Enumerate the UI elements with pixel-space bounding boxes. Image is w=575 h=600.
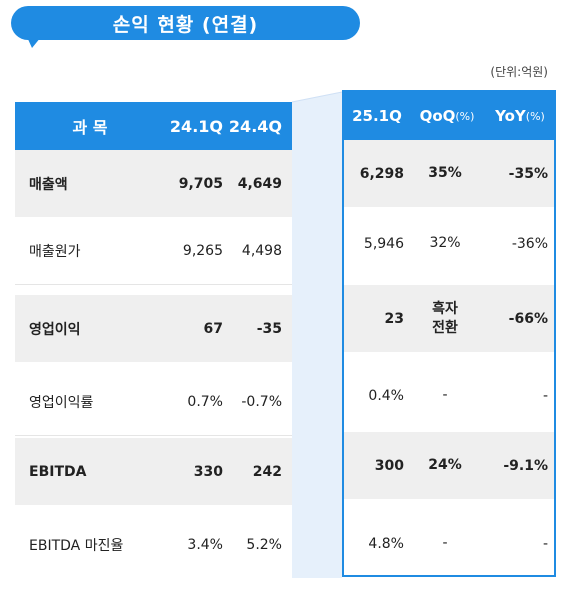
row-qoq: 24% bbox=[428, 457, 462, 473]
header-24-1q: 24.1Q bbox=[169, 116, 223, 136]
row-25-1q: 300 bbox=[374, 457, 404, 474]
row-yoy: -35% bbox=[508, 165, 548, 182]
header-qoq-unit: (%) bbox=[455, 109, 475, 123]
row-24-4q: 242 bbox=[252, 463, 282, 480]
row-qoq: 35% bbox=[428, 165, 462, 181]
table-row: 매출원가 9,265 4,498 bbox=[15, 217, 292, 285]
table-row: 매출액 9,705 4,649 bbox=[15, 150, 292, 217]
right-table: 25.1Q QoQ (%) YoY (%) 6,298 35% -35% 5,946… bbox=[342, 90, 556, 577]
header-qoq: QoQ (%) bbox=[410, 92, 484, 140]
right-table-header: 25.1Q QoQ (%) YoY (%) bbox=[344, 92, 554, 140]
title-bubble-tail bbox=[27, 37, 41, 48]
row-25-1q: 6,298 bbox=[359, 165, 404, 182]
row-qoq: 32% bbox=[429, 235, 461, 251]
table-row: EBITDA 마진율 3.4% 5.2% bbox=[15, 511, 292, 578]
page-title-text: 손익 현황 (연결) bbox=[112, 13, 259, 36]
row-yoy: -36% bbox=[511, 235, 548, 252]
row-yoy: - bbox=[542, 387, 548, 404]
row-24-1q: 9,265 bbox=[182, 242, 223, 259]
connector-shade bbox=[292, 92, 342, 578]
header-qoq-label: QoQ bbox=[419, 107, 456, 125]
table-row: 5,946 32% -36% bbox=[344, 210, 554, 277]
row-subject: EBITDA 마진율 bbox=[29, 537, 124, 554]
row-24-4q: 4,649 bbox=[237, 175, 282, 192]
row-24-1q: 0.7% bbox=[187, 393, 223, 410]
row-24-4q: -35 bbox=[256, 320, 282, 337]
row-25-1q: 0.4% bbox=[368, 387, 404, 404]
row-qoq: - bbox=[442, 387, 448, 403]
row-subject: 영업이익 bbox=[29, 321, 81, 338]
connector-line-top bbox=[291, 91, 343, 103]
row-qoq-line1: 흑자 bbox=[432, 300, 458, 317]
left-table-header: 과 목 24.1Q 24.4Q bbox=[15, 102, 292, 150]
row-yoy: -66% bbox=[508, 310, 548, 327]
row-subject: 매출원가 bbox=[29, 243, 81, 260]
row-subject: 영업이익률 bbox=[29, 394, 94, 411]
header-yoy-unit: (%) bbox=[525, 109, 545, 123]
row-24-4q: 4,498 bbox=[241, 242, 282, 259]
row-24-1q: 67 bbox=[203, 320, 223, 337]
header-24-4q: 24.4Q bbox=[228, 116, 282, 136]
unit-label: (단위:억원) bbox=[490, 65, 548, 79]
row-qoq-line2: 전환 bbox=[432, 319, 458, 336]
row-yoy: - bbox=[542, 535, 548, 552]
table-row: 영업이익률 0.7% -0.7% bbox=[15, 368, 292, 436]
table-row: 6,298 35% -35% bbox=[344, 140, 554, 207]
page-title: 손익 현황 (연결) bbox=[11, 6, 360, 40]
row-yoy: -9.1% bbox=[503, 457, 548, 474]
table-row: EBITDA 330 242 bbox=[15, 438, 292, 505]
row-subject: 매출액 bbox=[29, 176, 68, 193]
row-24-4q: 5.2% bbox=[246, 536, 282, 553]
row-24-1q: 330 bbox=[193, 463, 223, 480]
row-25-1q: 5,946 bbox=[363, 235, 404, 252]
row-24-1q: 9,705 bbox=[178, 175, 223, 192]
table-row: 0.4% - - bbox=[344, 362, 554, 429]
row-25-1q: 4.8% bbox=[368, 535, 404, 552]
header-yoy-label: YoY bbox=[495, 107, 526, 125]
header-subject: 과 목 bbox=[72, 118, 108, 137]
row-qoq: - bbox=[442, 535, 448, 551]
table-row: 4.8% - - bbox=[344, 510, 554, 577]
header-yoy: YoY (%) bbox=[484, 92, 556, 140]
header-25-1q: 25.1Q bbox=[352, 107, 402, 125]
row-subject: EBITDA bbox=[29, 463, 87, 480]
table-row: 300 24% -9.1% bbox=[344, 432, 554, 499]
row-25-1q: 23 bbox=[384, 310, 404, 327]
row-24-4q: -0.7% bbox=[241, 393, 282, 410]
table-row: 영업이익 67 -35 bbox=[15, 295, 292, 362]
row-qoq: 흑자 전환 bbox=[410, 285, 480, 352]
table-row: 23 흑자 전환 -66% bbox=[344, 285, 554, 352]
row-24-1q: 3.4% bbox=[187, 536, 223, 553]
